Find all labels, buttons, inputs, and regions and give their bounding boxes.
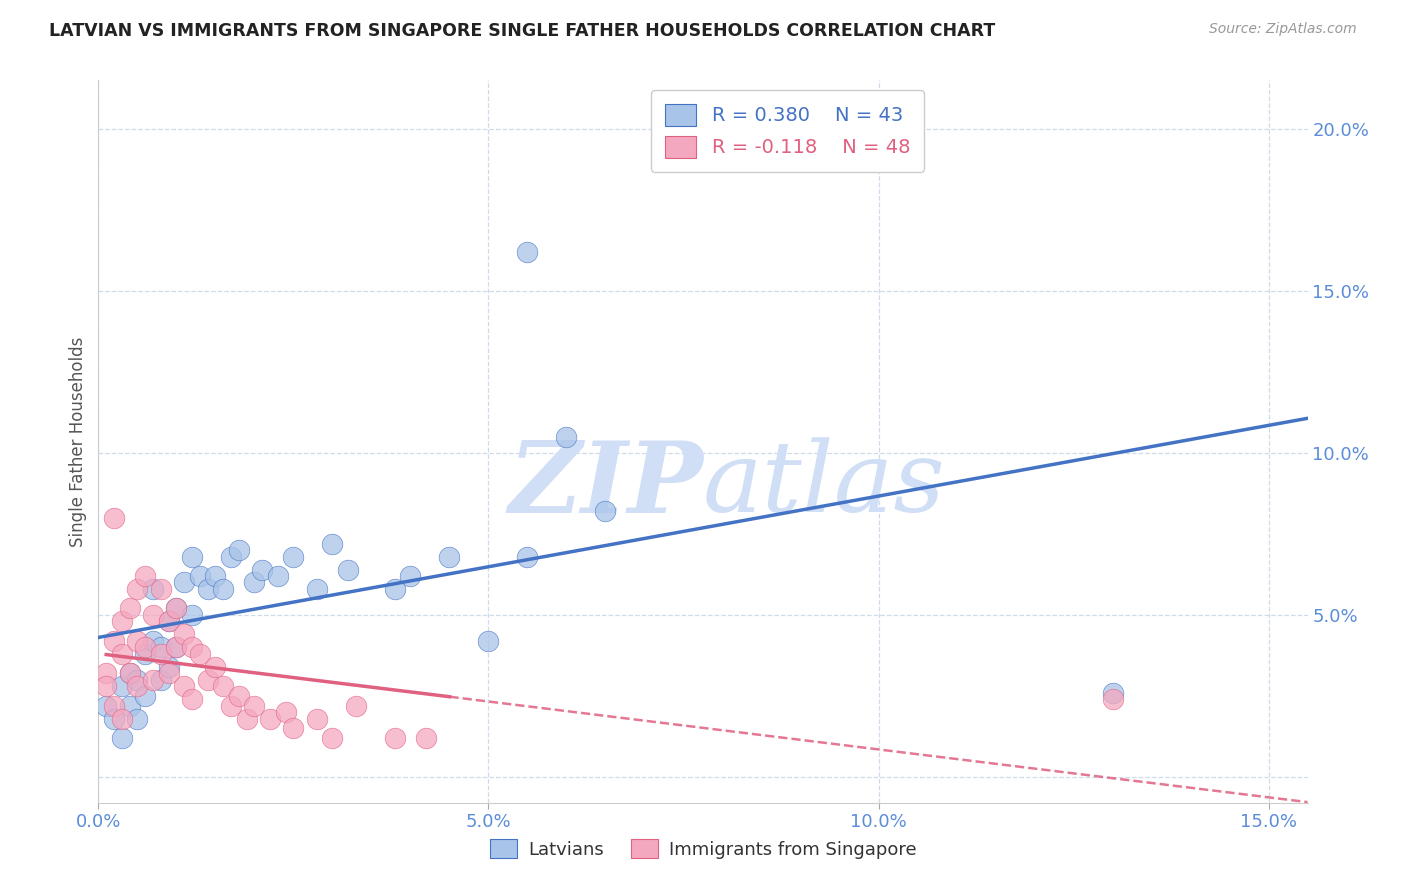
Point xyxy=(305,582,328,596)
Point xyxy=(181,640,204,655)
Point xyxy=(384,582,406,596)
Point xyxy=(188,647,211,661)
Text: atlas: atlas xyxy=(703,437,946,533)
Point xyxy=(321,536,343,550)
Point xyxy=(181,607,204,622)
Point xyxy=(197,673,219,687)
Point xyxy=(96,698,118,713)
Point xyxy=(157,666,180,681)
Point xyxy=(111,731,134,745)
Point xyxy=(228,689,250,703)
Point xyxy=(157,615,180,629)
Point xyxy=(384,731,406,745)
Point xyxy=(197,582,219,596)
Point xyxy=(103,510,125,524)
Point xyxy=(415,731,437,745)
Point xyxy=(477,633,499,648)
Point xyxy=(149,647,172,661)
Point xyxy=(103,633,125,648)
Text: ZIP: ZIP xyxy=(508,437,703,533)
Point xyxy=(118,698,141,713)
Point xyxy=(118,601,141,615)
Point xyxy=(1101,686,1123,700)
Point xyxy=(134,647,156,661)
Point xyxy=(344,698,367,713)
Point xyxy=(157,615,180,629)
Point xyxy=(595,504,617,518)
Point xyxy=(157,659,180,673)
Point xyxy=(219,698,242,713)
Point xyxy=(283,549,305,564)
Point xyxy=(127,633,149,648)
Text: Source: ZipAtlas.com: Source: ZipAtlas.com xyxy=(1209,22,1357,37)
Point xyxy=(142,582,165,596)
Point xyxy=(96,666,118,681)
Text: LATVIAN VS IMMIGRANTS FROM SINGAPORE SINGLE FATHER HOUSEHOLDS CORRELATION CHART: LATVIAN VS IMMIGRANTS FROM SINGAPORE SIN… xyxy=(49,22,995,40)
Point xyxy=(96,679,118,693)
Point xyxy=(252,562,274,576)
Point xyxy=(173,679,195,693)
Point xyxy=(134,569,156,583)
Point xyxy=(103,712,125,726)
Point xyxy=(142,673,165,687)
Point xyxy=(274,705,297,719)
Point xyxy=(149,673,172,687)
Point xyxy=(283,721,305,735)
Point xyxy=(439,549,461,564)
Point xyxy=(165,640,187,655)
Point xyxy=(212,582,235,596)
Point xyxy=(118,666,141,681)
Point xyxy=(212,679,235,693)
Point xyxy=(111,679,134,693)
Point xyxy=(337,562,360,576)
Point xyxy=(516,245,538,260)
Point xyxy=(149,582,172,596)
Point xyxy=(118,666,141,681)
Point xyxy=(111,712,134,726)
Point xyxy=(111,615,134,629)
Point xyxy=(243,698,266,713)
Point xyxy=(173,575,195,590)
Point xyxy=(204,659,226,673)
Point xyxy=(399,569,422,583)
Legend: Latvians, Immigrants from Singapore: Latvians, Immigrants from Singapore xyxy=(482,832,924,866)
Point xyxy=(165,640,187,655)
Point xyxy=(134,640,156,655)
Point xyxy=(134,689,156,703)
Point xyxy=(555,430,578,444)
Point xyxy=(127,582,149,596)
Point xyxy=(305,712,328,726)
Point xyxy=(149,640,172,655)
Point xyxy=(165,601,187,615)
Point xyxy=(267,569,290,583)
Point xyxy=(142,633,165,648)
Point xyxy=(516,549,538,564)
Point xyxy=(188,569,211,583)
Point xyxy=(235,712,257,726)
Point xyxy=(219,549,242,564)
Point xyxy=(127,712,149,726)
Point xyxy=(321,731,343,745)
Point xyxy=(243,575,266,590)
Point xyxy=(111,647,134,661)
Point xyxy=(204,569,226,583)
Point xyxy=(181,549,204,564)
Y-axis label: Single Father Households: Single Father Households xyxy=(69,336,87,547)
Point xyxy=(127,679,149,693)
Point xyxy=(228,543,250,558)
Point xyxy=(103,698,125,713)
Point xyxy=(165,601,187,615)
Point xyxy=(142,607,165,622)
Point xyxy=(1101,692,1123,706)
Point xyxy=(127,673,149,687)
Point xyxy=(173,627,195,641)
Point xyxy=(259,712,281,726)
Point xyxy=(181,692,204,706)
